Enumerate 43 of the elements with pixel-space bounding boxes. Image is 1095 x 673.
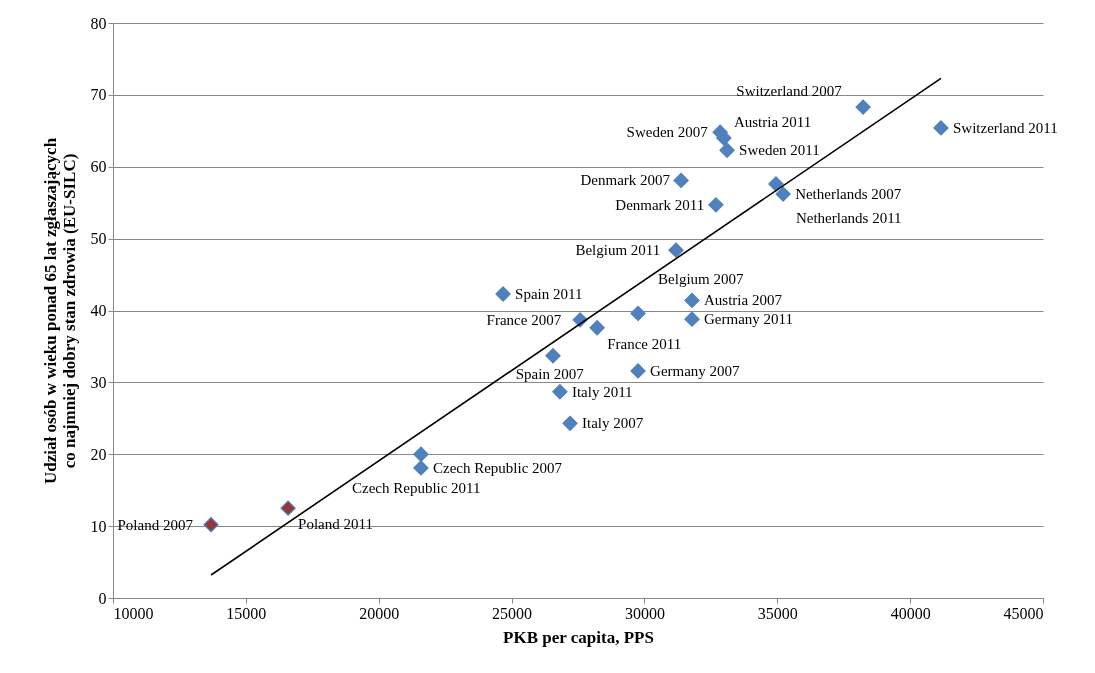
annotation: Netherlands 2011 [795, 210, 902, 226]
annotation: Spain 2011 [515, 285, 583, 302]
y-tick-label: 10 [90, 517, 107, 535]
y-tick-label: 80 [90, 14, 107, 32]
annotation: Czech Republic 2011 [351, 480, 481, 497]
y-tick-label: 70 [90, 86, 107, 104]
annotation: Austria 2011 [733, 114, 812, 130]
annotation: Germany 2011 [703, 311, 794, 328]
annotation: Sweden 2011 [739, 142, 820, 159]
annotation: Germany 2007 [650, 362, 741, 379]
annotation: Austria 2007 [703, 292, 783, 309]
annotation: France 2011 [607, 335, 682, 352]
y-axis-title: Udział osób w wieku ponad 65 lat zgłaszających co najmniej dobry stan zdrowia (EU-SILC) [40, 137, 79, 485]
annotation: Denmark 2007 [580, 172, 671, 189]
annotation: Italy 2007 [582, 415, 644, 432]
annotation: Denmark 2011 [615, 196, 705, 213]
y-tick-label: 30 [90, 373, 107, 391]
annotation: Switzerland 2011 [952, 119, 1058, 136]
x-tick-label: 35000 [757, 604, 798, 622]
annotation: Czech Republic 2007 [432, 459, 563, 476]
y-tick-label: 40 [90, 302, 107, 319]
y-tick-label: 20 [90, 445, 107, 463]
annotation: Netherlands 2007 [795, 186, 902, 203]
x-axis-title: PKB per capita, PPS [503, 627, 654, 647]
x-tick-label: 45000 [1003, 604, 1044, 622]
x-tick-label: 15000 [226, 604, 267, 622]
x-tick-label: 40000 [890, 604, 931, 622]
x-tick-label: 10000 [113, 604, 154, 622]
x-tick-label: 25000 [492, 604, 533, 622]
annotation: Spain 2007 [515, 365, 585, 382]
annotation: France 2007 [486, 311, 562, 328]
annotation: Italy 2011 [571, 383, 633, 400]
annotation: Belgium 2007 [658, 271, 744, 288]
annotation: Belgium 2011 [575, 242, 661, 259]
y-tick-label: 60 [90, 158, 107, 176]
y-tick-label: 50 [90, 230, 107, 248]
y-tick-label: 0 [98, 589, 107, 607]
x-tick-label: 20000 [359, 604, 400, 622]
annotation: Poland 2007 [117, 516, 194, 533]
annotation: Sweden 2007 [626, 124, 709, 141]
annotation: Poland 2011 [298, 516, 373, 533]
annotation: Switzerland 2007 [736, 83, 843, 100]
x-tick-label: 30000 [624, 604, 665, 622]
